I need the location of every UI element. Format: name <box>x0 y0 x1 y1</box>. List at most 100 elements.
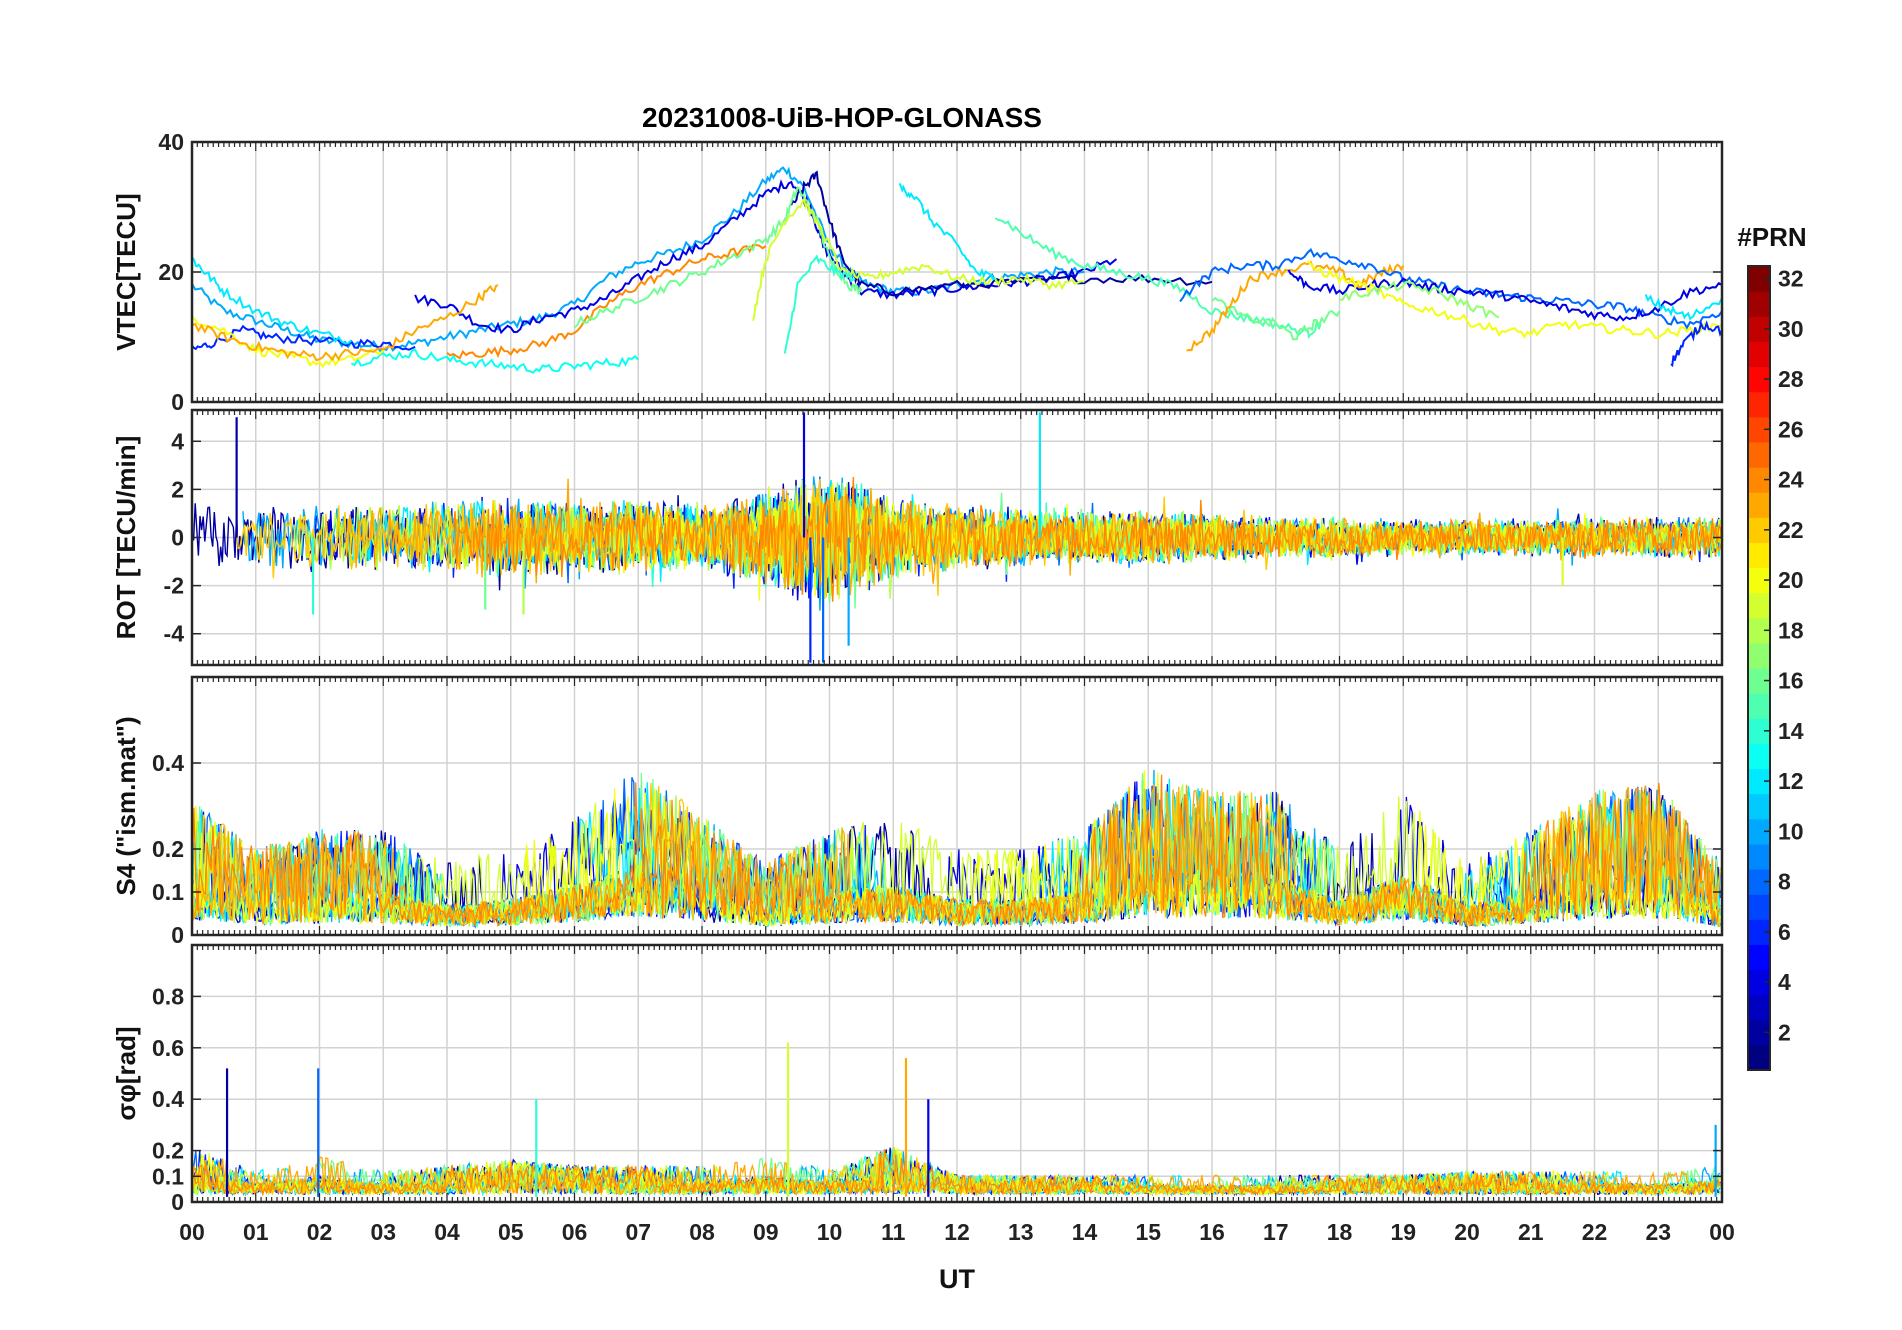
colorbar-tick-label: 24 <box>1778 467 1804 493</box>
colorbar-label: #PRN <box>1737 222 1806 252</box>
colorbar-tick-label: 30 <box>1778 316 1804 342</box>
x-tick-label: 18 <box>1327 1219 1353 1245</box>
colorbar-swatch <box>1748 894 1770 920</box>
colorbar-tick-label: 10 <box>1778 818 1804 844</box>
x-tick-labels: 00 01 02 03 04 05 06 07 08 09 10 11 12 13 14 15 16 17 18 19… <box>179 1219 1735 1245</box>
sigma_phi-y-tick-label: 0.6 <box>152 1035 184 1061</box>
vtec-series-prn-6-1 <box>192 324 416 351</box>
sigma_phi-series-prn-23 <box>192 1156 1721 1197</box>
panel-rot: -4 -2 0 2 4 ROT [TECU/min] <box>111 408 1724 667</box>
x-axis-label: UT <box>939 1264 975 1294</box>
colorbar-swatch <box>1748 492 1770 518</box>
sigma_phi-series-prn-19 <box>192 1153 1721 1197</box>
colorbar-frame <box>1747 265 1771 1071</box>
s4-series-prn-22 <box>192 782 1721 927</box>
vtec-series-prn-12-20 <box>1644 294 1722 321</box>
s4-series-prn-19 <box>192 796 1721 928</box>
colorbar-swatch <box>1748 592 1770 619</box>
vtec-y-tick-label: 20 <box>158 259 184 285</box>
vtec-series-prn-13-5 <box>350 348 640 374</box>
x-tick-label: 00 <box>1709 1219 1735 1245</box>
x-tick-label: 03 <box>370 1219 396 1245</box>
rot-y-tick-label: 2 <box>171 476 184 502</box>
colorbar-swatch <box>1748 416 1770 443</box>
colorbar-swatch <box>1748 517 1770 543</box>
colorbar-swatch <box>1748 391 1770 418</box>
vtec-series-prn-20-18 <box>1306 260 1722 339</box>
vtec-series-prn-16-9 <box>573 185 863 329</box>
rot-y-axis-label: ROT [TECU/min] <box>111 436 141 640</box>
colorbar-swatch <box>1748 291 1770 317</box>
rot-data <box>192 412 1722 663</box>
s4-series-prn-24 <box>192 774 1721 928</box>
vtec-series-prn-2-3 <box>790 170 1213 297</box>
vtec-series-prn-20-6 <box>192 315 385 369</box>
s4-y-tick-label: 0.1 <box>152 879 184 905</box>
colorbar-tick-label: 26 <box>1778 416 1804 442</box>
colorbar-swatch <box>1748 843 1770 870</box>
vtec-series-prn-12-4 <box>192 257 353 345</box>
x-tick-label: 07 <box>625 1219 651 1245</box>
sigma_phi-y-tick-label: 0.8 <box>152 983 184 1009</box>
colorbar-tick-label: 18 <box>1778 617 1804 643</box>
x-tick-label: 16 <box>1199 1219 1225 1245</box>
x-tick-label: 01 <box>243 1219 269 1245</box>
colorbar-swatch <box>1748 467 1770 493</box>
x-tick-label: 00 <box>179 1219 205 1245</box>
sigma_phi-series-prn-24 <box>192 1149 1721 1197</box>
colorbar-tick-label: 28 <box>1778 366 1804 392</box>
sigma_phi-series-prn-22 <box>192 1146 1721 1197</box>
x-tick-label: 21 <box>1518 1219 1544 1245</box>
colorbar-swatch <box>1748 668 1770 694</box>
sigma_phi-y-tick-label: 0.2 <box>152 1138 184 1164</box>
vtec-series-prn-14-11 <box>783 254 856 354</box>
colorbar-swatch <box>1748 944 1770 971</box>
colorbar-swatch <box>1748 743 1770 770</box>
colorbar-swatch <box>1748 693 1770 719</box>
vtec-series-prn-4-2 <box>414 179 1118 335</box>
colorbar-tick-label: 32 <box>1778 266 1804 292</box>
s4-y-tick-label: 0.2 <box>152 836 184 862</box>
rot-y-tick-label: -4 <box>164 621 185 647</box>
vtec-series-prn-6-21 <box>1670 320 1722 368</box>
colorbar-swatch <box>1748 1044 1770 1071</box>
vtec-series-prn-17-19 <box>1339 280 1500 320</box>
x-tick-label: 19 <box>1390 1219 1416 1245</box>
colorbar-tick-label: 6 <box>1778 919 1791 945</box>
sigma_phi-y-tick-label: 0.4 <box>152 1086 184 1112</box>
x-tick-label: 23 <box>1645 1219 1671 1245</box>
colorbar-swatch <box>1748 567 1770 594</box>
colorbar-tick-label: 4 <box>1778 969 1791 995</box>
colorbar-swatch <box>1748 994 1770 1021</box>
x-tick-label: 15 <box>1135 1219 1161 1245</box>
colorbar-swatch <box>1748 366 1770 393</box>
rot-y-tick-label: 4 <box>171 428 184 454</box>
colorbar-swatch <box>1748 266 1770 292</box>
colorbar-swatch <box>1748 441 1770 468</box>
s4-y-tick-label: 0.4 <box>152 750 184 776</box>
rot-y-tick-label: -2 <box>164 573 184 599</box>
x-tick-label: 12 <box>944 1219 970 1245</box>
vtec-data <box>192 166 1722 374</box>
sigma_phi-y-tick-label: 0.1 <box>152 1163 184 1189</box>
colorbar-swatch <box>1748 642 1770 669</box>
vtec-series-prn-23-7 <box>192 284 499 362</box>
colorbar-swatch <box>1748 818 1770 845</box>
vtec-series-prn-23-15 <box>1186 260 1405 352</box>
sigma_phi-y-tick-label: 0 <box>171 1189 184 1215</box>
x-tick-label: 05 <box>498 1219 524 1245</box>
sigma_phi-data <box>192 1042 1721 1197</box>
colorbar-tick-label: 20 <box>1778 567 1804 593</box>
colorbar-tick-label: 22 <box>1778 517 1804 543</box>
vtec-series-prn-4-17 <box>1287 269 1722 322</box>
x-tick-label: 13 <box>1008 1219 1034 1245</box>
x-tick-label: 08 <box>689 1219 715 1245</box>
vtec-series-prn-15-13 <box>994 217 1322 340</box>
panel-vtec: 0 20 40 VTEC[TECU] <box>111 129 1724 415</box>
panel-s4: 0 0.1 0.2 0.4 S4 ("ism.mat") <box>111 675 1724 948</box>
colorbar-tick-label: 8 <box>1778 869 1791 895</box>
x-tick-label: 17 <box>1263 1219 1289 1245</box>
colorbar-tick-label: 14 <box>1778 718 1804 744</box>
colorbar-swatch <box>1748 793 1770 820</box>
